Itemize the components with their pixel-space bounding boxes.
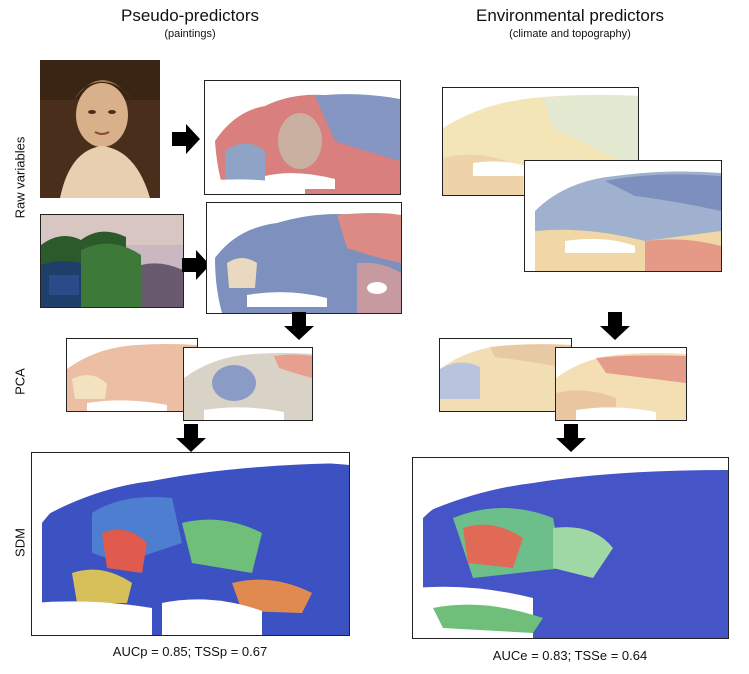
arrow-right-icon <box>172 124 200 154</box>
arrow-down-icon <box>284 312 314 340</box>
arrow-down-icon <box>600 312 630 340</box>
row-label-pca: PCA <box>12 368 28 395</box>
arrow-right-icon <box>182 250 210 280</box>
raw-map-env-2 <box>524 160 722 272</box>
painting-landscape <box>40 214 184 308</box>
raw-map-painting-2 <box>206 202 402 314</box>
painting-portrait <box>40 60 160 198</box>
pca-map-painting-1 <box>66 338 198 412</box>
pca-map-env-2 <box>555 347 687 421</box>
left-column-title: Pseudo-predictors <box>121 6 259 25</box>
arrow-down-icon <box>556 424 586 452</box>
sdm-map-paintings <box>31 452 350 636</box>
row-label-sdm: SDM <box>12 528 28 557</box>
left-column-subtitle: (paintings) <box>164 28 216 40</box>
pca-map-env-1 <box>439 338 572 412</box>
arrow-down-icon <box>176 424 206 452</box>
right-column-title: Environmental predictors <box>475 6 665 25</box>
raw-map-painting-1 <box>204 80 401 195</box>
right-column-subtitle: (climate and topography) <box>509 28 631 40</box>
row-label-raw: Raw variables <box>12 136 28 219</box>
metric-paintings: AUCp = 0.85; TSSp = 0.67 <box>112 644 268 659</box>
metric-environment: AUCe = 0.83; TSSe = 0.64 <box>492 648 648 663</box>
sdm-map-environment <box>412 457 729 639</box>
pca-map-painting-2 <box>183 347 313 421</box>
